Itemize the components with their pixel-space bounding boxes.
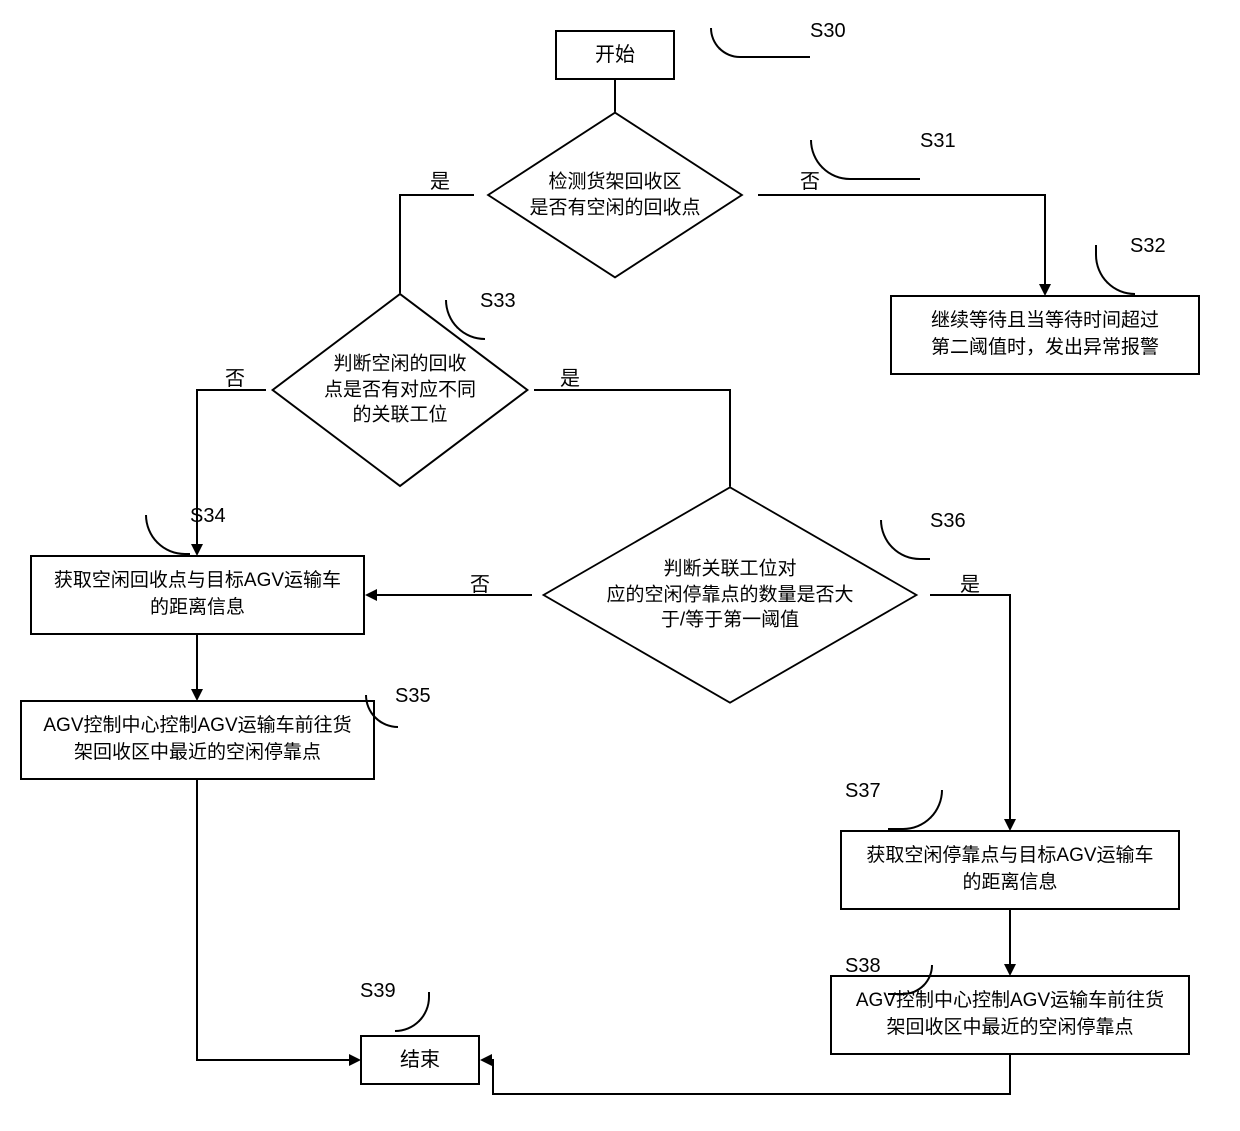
flowchart-node-end: 结束: [360, 1035, 480, 1085]
edge-label-yes: 是: [430, 165, 450, 194]
arrow-head: [349, 1054, 361, 1066]
step-label-s31: S31: [920, 130, 956, 153]
edge-label-no: 否: [800, 165, 820, 194]
node-text-line2: 的距离信息: [150, 597, 245, 618]
flowchart-node-start: 开始: [555, 30, 675, 80]
edge-s31-s32-v: [1044, 194, 1046, 284]
edge-label-yes: 是: [960, 568, 980, 597]
flowchart-node-s37: 获取空闲停靠点与目标AGV运输车 的距离信息: [840, 830, 1180, 910]
edge-s31-s32-h: [758, 194, 1045, 196]
edge-s36-s34: [377, 594, 532, 596]
edge-s33-s36-h: [534, 389, 731, 391]
edge-s35-s39-h: [196, 1059, 349, 1061]
flowchart-node-s33: 判断空闲的回收 点是否有对应不同 的关联工位: [250, 315, 550, 465]
flowchart-node-s38: AGV控制中心控制AGV运输车前往货 架回收区中最近的空闲停靠点: [830, 975, 1190, 1055]
edge-s36-s37-v: [1009, 594, 1011, 819]
node-text-line1: 获取空闲回收点与目标AGV运输车: [54, 570, 341, 591]
node-text-line2: 架回收区中最近的空闲停靠点: [74, 742, 321, 763]
step-label-s39: S39: [360, 980, 396, 1003]
edge-s38-s39-v: [1009, 1055, 1011, 1095]
edge-label-no: 否: [225, 362, 245, 391]
node-text-line1: 判断关联工位对: [663, 559, 796, 580]
step-label-s36: S36: [930, 510, 966, 533]
step-label-s34: S34: [190, 505, 226, 528]
flowchart-node-s35: AGV控制中心控制AGV运输车前往货 架回收区中最近的空闲停靠点: [20, 700, 375, 780]
node-text: 结束: [400, 1046, 440, 1074]
step-label-s35: S35: [395, 685, 431, 708]
edge-s34-s35: [196, 635, 198, 689]
flowchart-node-s31: 检测货架回收区 是否有空闲的回收点: [465, 135, 765, 255]
node-text-line2: 架回收区中最近的空闲停靠点: [886, 1017, 1133, 1038]
label-pointer-s39: [395, 992, 430, 1032]
flowchart-node-s32: 继续等待且当等待时间超过 第二阈值时，发出异常报警: [890, 295, 1200, 375]
edge-s38-s39-v2: [492, 1059, 494, 1095]
arrow-head: [480, 1054, 492, 1066]
node-text-line2: 是否有空闲的回收点: [529, 197, 700, 218]
edge-s38-s39-h: [492, 1093, 1011, 1095]
label-pointer-s31: [810, 140, 920, 180]
node-text-line3: 的关联工位: [352, 405, 447, 426]
node-text-line2: 的距离信息: [962, 872, 1057, 893]
flowchart-node-s34: 获取空闲回收点与目标AGV运输车 的距离信息: [30, 555, 365, 635]
node-text-line1: AGV控制中心控制AGV运输车前往货: [43, 715, 351, 736]
edge-label-yes: 是: [560, 362, 580, 391]
step-label-s30: S30: [810, 20, 846, 43]
step-label-s38: S38: [845, 955, 881, 978]
edge-s33-s34-h: [196, 389, 266, 391]
node-text-line1: 判断空闲的回收: [333, 354, 466, 375]
arrow-head: [365, 589, 377, 601]
label-pointer-s34: [145, 515, 190, 555]
label-pointer-s32: [1095, 245, 1135, 295]
step-label-s33: S33: [480, 290, 516, 313]
edge-s36-s37-h: [930, 594, 1010, 596]
edge-label-no: 否: [470, 568, 490, 597]
node-text: 开始: [595, 41, 635, 69]
node-text-line3: 于/等于第一阈值: [661, 610, 799, 631]
label-pointer-s30: [710, 28, 810, 58]
edge-s31-s33-h: [399, 194, 474, 196]
step-label-s37: S37: [845, 780, 881, 803]
node-text-line1: 继续等待且当等待时间超过: [931, 310, 1159, 331]
label-pointer-s37: [888, 790, 943, 830]
node-text-line1: 获取空闲停靠点与目标AGV运输车: [866, 845, 1153, 866]
step-label-s32: S32: [1130, 235, 1166, 258]
node-text-line1: 检测货架回收区: [548, 171, 681, 192]
node-text-line2: 应的空闲停靠点的数量是否大: [606, 584, 853, 605]
edge-s37-s38: [1009, 910, 1011, 964]
node-text-line2: 点是否有对应不同: [324, 379, 476, 400]
edge-s35-s39-v: [196, 780, 198, 1060]
node-text-line2: 第二阈值时，发出异常报警: [931, 337, 1159, 358]
flowchart-node-s36: 判断关联工位对 应的空闲停靠点的数量是否大 于/等于第一阈值: [515, 510, 945, 680]
